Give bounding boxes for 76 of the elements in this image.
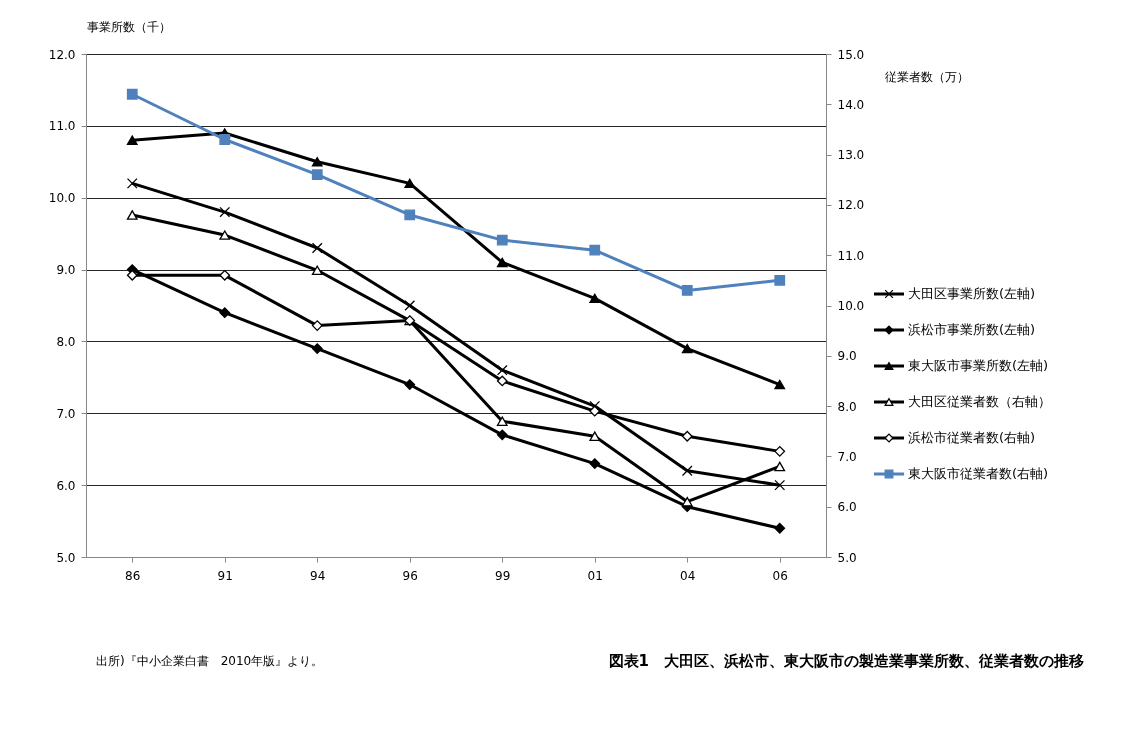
- x-tick-label: 04: [680, 568, 696, 583]
- point: [496, 234, 508, 246]
- x-tick-label: 06: [772, 568, 788, 583]
- y2-tick-label: 9.0: [837, 349, 857, 364]
- y-tick-label: 11.0: [48, 119, 76, 134]
- y2-tick-label: 12.0: [837, 198, 865, 213]
- x-tick-label: 91: [217, 568, 233, 583]
- point: [219, 206, 231, 218]
- y2-axis-title: 従業者数（万）: [884, 69, 969, 84]
- y-tick-label: 12.0: [48, 47, 76, 62]
- point: [126, 88, 138, 100]
- point: [774, 479, 786, 491]
- point: [681, 496, 693, 507]
- point: [219, 134, 231, 145]
- point: [311, 157, 323, 167]
- point: [774, 445, 786, 457]
- y2-tick-label: 15.0: [837, 47, 865, 62]
- x-tick-label: 94: [310, 568, 326, 583]
- point: [681, 343, 693, 354]
- y-tick-label: 5.0: [56, 550, 76, 565]
- legend-label: 浜松市事業所数(左軸): [908, 322, 1036, 337]
- point: [404, 209, 416, 221]
- x-tick-label: 01: [587, 568, 603, 583]
- y2-tick-label: 7.0: [837, 449, 857, 464]
- point: [496, 364, 508, 376]
- y2-tick-label: 6.0: [837, 500, 857, 515]
- y2-tick-label: 11.0: [837, 248, 865, 263]
- y2-tick-label: 13.0: [837, 148, 865, 163]
- text: 出所)『中小企業白書 2010年版』より。: [96, 654, 324, 668]
- y2-tick-label: 5.0: [837, 550, 857, 565]
- point: [404, 300, 416, 311]
- point: [126, 177, 138, 189]
- point: [126, 210, 138, 220]
- point: [126, 135, 138, 145]
- point: [311, 265, 323, 276]
- legend-label: 大田区従業者数（右軸）: [908, 394, 1051, 409]
- legend-label: 東大阪市従業者数(右軸): [908, 466, 1049, 481]
- y-tick-label: 10.0: [48, 191, 76, 206]
- point: [496, 416, 508, 426]
- point: [589, 458, 601, 469]
- y-tick-label: 6.0: [56, 478, 76, 493]
- point: [219, 269, 231, 281]
- x-tick-label: 96: [402, 568, 418, 583]
- point: [774, 379, 786, 390]
- y2-tick-label: 8.0: [837, 399, 857, 414]
- point: [496, 429, 508, 441]
- y-axis-title: 事業所数（千）: [86, 19, 171, 34]
- legend-label: 東大阪市事業所数(左軸): [908, 358, 1049, 373]
- legend-label: 浜松市従業者数(右軸): [908, 430, 1036, 445]
- x-tick-label: 86: [125, 568, 141, 583]
- point: [774, 461, 786, 472]
- point: [311, 320, 323, 332]
- y2-tick-label: 10.0: [837, 299, 865, 313]
- x-tick-label: 99: [495, 568, 511, 583]
- point: [404, 178, 416, 189]
- point: [219, 307, 231, 319]
- y2-tick-label: 14.0: [837, 97, 865, 112]
- point: [681, 285, 693, 296]
- point: [496, 375, 508, 387]
- point: [404, 379, 416, 390]
- point: [774, 274, 786, 286]
- y-tick-label: 8.0: [56, 334, 76, 349]
- point: [219, 230, 231, 240]
- text: 図表1 大田区、浜松市、東大阪市の製造業事業所数、従業者数の推移: [608, 652, 1084, 670]
- point: [589, 293, 601, 304]
- point: [311, 343, 323, 355]
- point: [311, 242, 323, 254]
- point: [589, 244, 601, 256]
- point: [311, 169, 323, 181]
- point: [681, 465, 693, 477]
- y-tick-label: 7.0: [56, 406, 76, 421]
- point: [681, 430, 693, 442]
- point: [774, 522, 786, 534]
- y-tick-label: 9.0: [56, 263, 76, 278]
- point: [496, 257, 508, 268]
- legend-label: 大田区事業所数(左軸): [908, 286, 1036, 301]
